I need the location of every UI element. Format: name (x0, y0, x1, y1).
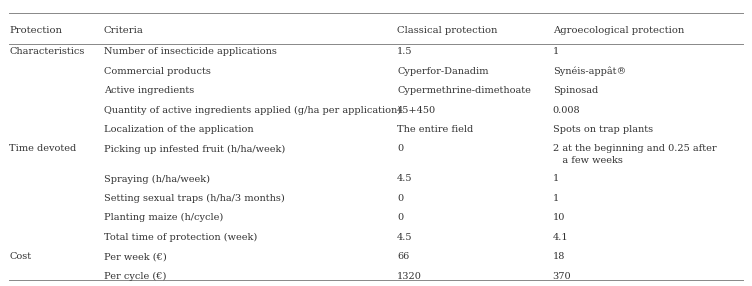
Text: Cypermethrine-dimethoate: Cypermethrine-dimethoate (397, 86, 531, 95)
Text: 1.5: 1.5 (397, 47, 413, 56)
Text: 0: 0 (397, 213, 403, 222)
Text: 370: 370 (553, 272, 572, 281)
Text: Spots on trap plants: Spots on trap plants (553, 125, 653, 134)
Text: 4.1: 4.1 (553, 233, 569, 242)
Text: Localization of the application: Localization of the application (104, 125, 253, 134)
Text: The entire field: The entire field (397, 125, 473, 134)
Text: 1: 1 (553, 194, 559, 203)
Text: Synéis-appât®: Synéis-appât® (553, 67, 626, 76)
Text: Setting sexual traps (h/ha/3 months): Setting sexual traps (h/ha/3 months) (104, 194, 284, 203)
Text: 10: 10 (553, 213, 565, 222)
Text: 0: 0 (397, 144, 403, 153)
Text: Spraying (h/ha/week): Spraying (h/ha/week) (104, 174, 210, 184)
Text: 4.5: 4.5 (397, 174, 413, 183)
Text: Characteristics: Characteristics (9, 47, 84, 56)
Text: Cyperfor-Danadim: Cyperfor-Danadim (397, 67, 489, 76)
Text: 0.008: 0.008 (553, 106, 581, 114)
Text: Classical protection: Classical protection (397, 26, 498, 35)
Text: Criteria: Criteria (104, 26, 144, 35)
Text: 2 at the beginning and 0.25 after
   a few weeks: 2 at the beginning and 0.25 after a few … (553, 144, 717, 165)
Text: Active ingredients: Active ingredients (104, 86, 194, 95)
Text: Total time of protection (week): Total time of protection (week) (104, 233, 257, 242)
Text: Per cycle (€): Per cycle (€) (104, 272, 166, 281)
Text: 1: 1 (553, 174, 559, 183)
Text: 0: 0 (397, 194, 403, 203)
Text: Quantity of active ingredients applied (g/ha per application): Quantity of active ingredients applied (… (104, 106, 401, 115)
Text: Commercial products: Commercial products (104, 67, 211, 76)
Text: 4.5: 4.5 (397, 233, 413, 242)
Text: Cost: Cost (9, 252, 31, 261)
Text: 1320: 1320 (397, 272, 422, 281)
Text: Per week (€): Per week (€) (104, 252, 166, 261)
Text: 45+450: 45+450 (397, 106, 436, 114)
Text: Time devoted: Time devoted (9, 144, 76, 153)
Text: Spinosad: Spinosad (553, 86, 598, 95)
Text: Picking up infested fruit (h/ha/week): Picking up infested fruit (h/ha/week) (104, 144, 285, 154)
Text: Protection: Protection (9, 26, 62, 35)
Text: 66: 66 (397, 252, 409, 261)
Text: 18: 18 (553, 252, 565, 261)
Text: Number of insecticide applications: Number of insecticide applications (104, 47, 277, 56)
Text: 1: 1 (553, 47, 559, 56)
Text: Planting maize (h/cycle): Planting maize (h/cycle) (104, 213, 223, 223)
Text: Agroecological protection: Agroecological protection (553, 26, 684, 35)
